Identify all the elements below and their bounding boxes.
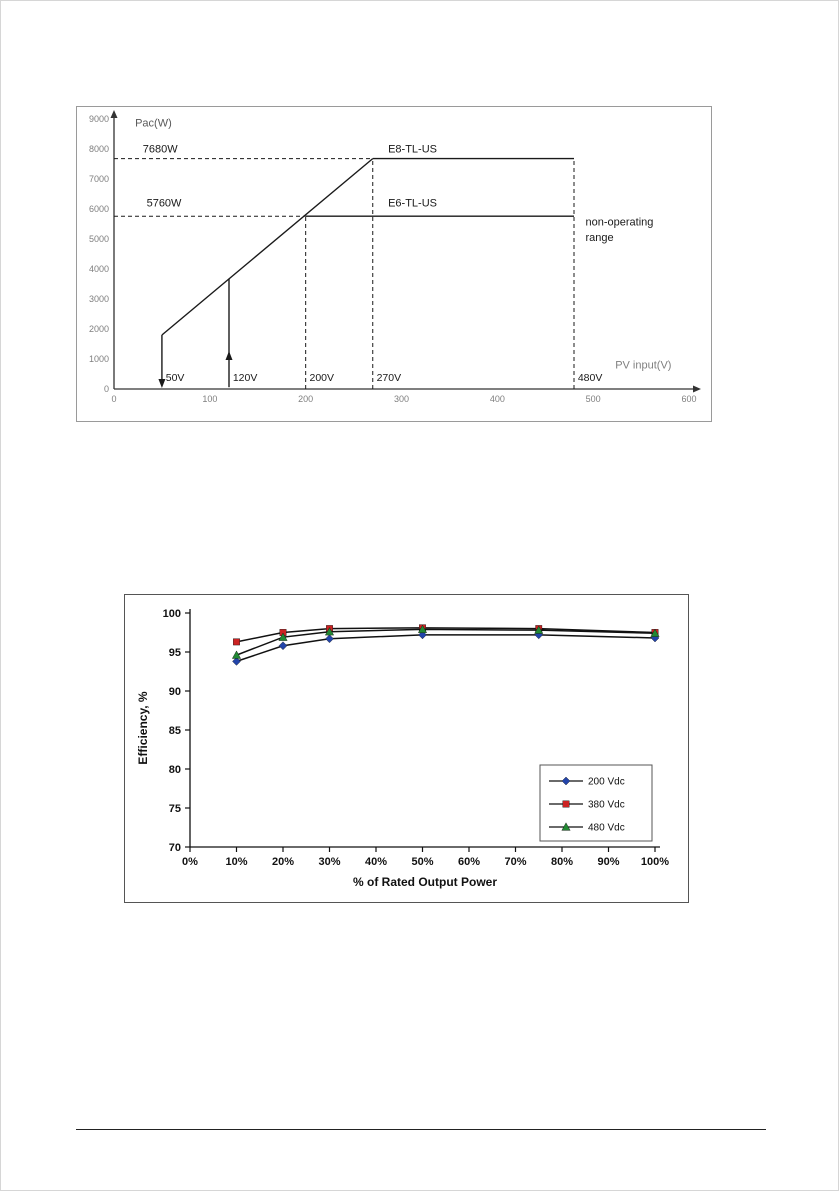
annotation-5760w: 5760W: [147, 198, 182, 210]
svg-text:380 Vdc: 380 Vdc: [588, 800, 625, 811]
svg-text:80: 80: [169, 764, 181, 776]
svg-text:70%: 70%: [504, 856, 526, 868]
dashed-guides: [114, 158, 575, 389]
annotation-7680w: 7680W: [143, 144, 178, 156]
x-axis-title: % of Rated Output Power: [353, 875, 497, 889]
svg-text:5000: 5000: [89, 234, 109, 244]
svg-text:9000: 9000: [89, 114, 109, 124]
rising-line: [161, 158, 374, 336]
svg-text:0: 0: [104, 384, 109, 394]
legend-entry-380-vdc: 380 Vdc: [549, 800, 625, 811]
svg-text:85: 85: [169, 725, 181, 737]
annotations: Pac(W) PV input(V) 7680W 5760W E8-TL-US E6-TL…: [135, 118, 671, 385]
annotation-pac-w-: Pac(W): [135, 118, 172, 130]
svg-text:3000: 3000: [89, 294, 109, 304]
svg-text:300: 300: [394, 394, 409, 404]
footer-divider: [76, 1129, 766, 1130]
svg-text:4000: 4000: [89, 264, 109, 274]
annotation-480v: 480V: [578, 372, 603, 384]
svg-text:0%: 0%: [182, 856, 198, 868]
svg-text:95: 95: [169, 647, 181, 659]
annotation-e8-tl-us: E8-TL-US: [388, 144, 437, 156]
efficiency-chart: 70 75 80 85 90 95 100 0% 10% 20% 30% 40% 50% 60% 70% 80…: [136, 608, 670, 889]
annotation-non-operating: non-operating: [586, 217, 654, 229]
tick-labels: 0 1000 2000 3000 4000 5000 6000 7000 8000 9000 0 10…: [89, 114, 697, 404]
arrow-50v-head: [158, 379, 166, 388]
svg-text:7000: 7000: [89, 174, 109, 184]
power-curves: [161, 157, 574, 336]
svg-text:600: 600: [681, 394, 696, 404]
arrow-120v-head: [225, 351, 233, 360]
legend: 200 Vdc 380 Vdc 480 Vdc: [539, 764, 653, 842]
svg-text:90%: 90%: [597, 856, 619, 868]
svg-text:60%: 60%: [458, 856, 480, 868]
axis-titles: Efficiency, % % of Rated Output Power: [136, 691, 497, 889]
svg-text:40%: 40%: [365, 856, 387, 868]
svg-text:10%: 10%: [225, 856, 247, 868]
svg-text:30%: 30%: [318, 856, 340, 868]
svg-text:0: 0: [111, 394, 116, 404]
svg-text:20%: 20%: [272, 856, 294, 868]
svg-text:90: 90: [169, 686, 181, 698]
power-derating-figure: 0 1000 2000 3000 4000 5000 6000 7000 8000 9000 0 10…: [76, 106, 712, 422]
svg-text:8000: 8000: [89, 144, 109, 154]
svg-text:70: 70: [169, 842, 181, 854]
annotation-200v: 200V: [310, 372, 335, 384]
svg-text:100%: 100%: [641, 856, 669, 868]
svg-text:6000: 6000: [89, 204, 109, 214]
svg-text:2000: 2000: [89, 324, 109, 334]
annotation-50v: 50V: [166, 372, 185, 384]
legend-entry-200-vdc: 200 Vdc: [549, 777, 625, 788]
svg-text:400: 400: [490, 394, 505, 404]
voltage-arrows: [158, 278, 233, 388]
svg-text:480 Vdc: 480 Vdc: [588, 823, 625, 834]
annotation-e6-tl-us: E6-TL-US: [388, 198, 437, 210]
y-axis-arrow: [110, 110, 118, 118]
svg-text:500: 500: [586, 394, 601, 404]
svg-text:1000: 1000: [89, 354, 109, 364]
axes: [189, 609, 660, 848]
annotation-120v: 120V: [233, 372, 258, 384]
annotation-270v: 270V: [377, 372, 402, 384]
svg-text:200 Vdc: 200 Vdc: [588, 777, 625, 788]
svg-text:200: 200: [298, 394, 313, 404]
annotation-range: range: [586, 232, 614, 244]
tick-labels: 70 75 80 85 90 95 100 0% 10% 20% 30% 40% 50% 60% 70% 80…: [163, 608, 670, 868]
annotation-pv-input-v-: PV input(V): [615, 360, 671, 372]
svg-text:80%: 80%: [551, 856, 573, 868]
svg-text:50%: 50%: [411, 856, 433, 868]
power-derating-chart: 0 1000 2000 3000 4000 5000 6000 7000 8000 9000 0 10…: [89, 110, 701, 404]
axes: [110, 110, 701, 393]
svg-text:75: 75: [169, 803, 181, 815]
series-480-vdc: [231, 624, 660, 659]
legend-entry-480-vdc: 480 Vdc: [549, 822, 625, 834]
efficiency-figure: 70 75 80 85 90 95 100 0% 10% 20% 30% 40% 50% 60% 70% 80…: [124, 594, 689, 903]
y-axis-title: Efficiency, %: [136, 691, 150, 764]
x-axis-arrow: [693, 385, 701, 393]
svg-text:100: 100: [163, 608, 181, 620]
svg-text:100: 100: [202, 394, 217, 404]
